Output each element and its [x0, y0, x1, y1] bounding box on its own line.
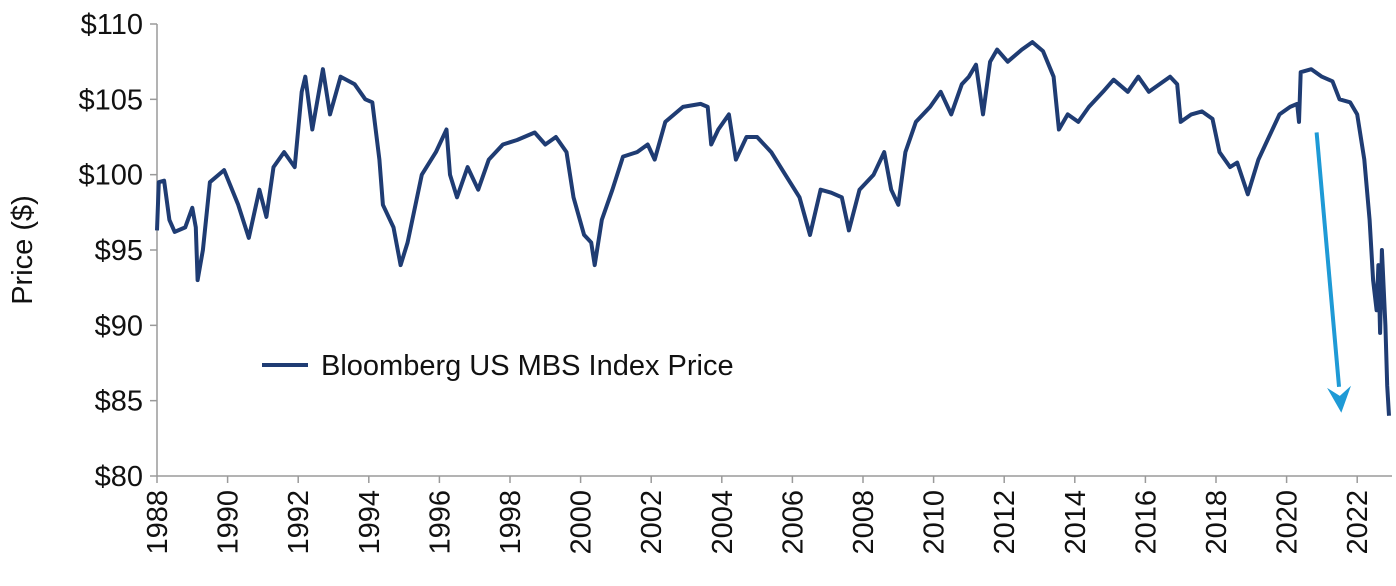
y-axis: $110 $105 $100 $95 $90 $85 $80 — [78, 9, 158, 493]
annotation-layer — [1314, 132, 1351, 413]
series-line-mbs-index-price — [155, 40, 1391, 416]
x-tick-label: 1988 — [142, 490, 174, 555]
x-tick-label: 1996 — [424, 490, 456, 555]
down-arrow-head-icon — [1327, 385, 1351, 413]
y-tick-label: $85 — [95, 386, 143, 418]
x-tick-label: 2002 — [636, 490, 668, 555]
x-tick-label: 1990 — [213, 490, 245, 555]
x-tick-label: 2016 — [1130, 490, 1162, 555]
down-arrow-shaft — [1314, 132, 1342, 387]
x-tick-label: 1998 — [495, 490, 527, 555]
legend-label: Bloomberg US MBS Index Price — [321, 350, 734, 382]
x-tick-label: 2020 — [1272, 490, 1304, 555]
legend: Bloomberg US MBS Index Price — [262, 350, 734, 382]
x-tick-label: 2000 — [566, 490, 598, 555]
y-tick-label: $90 — [95, 310, 143, 342]
y-axis-title: Price ($) — [7, 195, 39, 305]
x-tick-label: 2008 — [848, 490, 880, 555]
y-tick-label: $110 — [81, 9, 143, 41]
x-tick-label: 2022 — [1342, 490, 1374, 555]
y-tick-label: $105 — [78, 84, 143, 116]
x-tick-label: 2010 — [919, 490, 951, 555]
y-tick-label: $95 — [95, 235, 143, 267]
y-tick-label: $100 — [78, 160, 143, 192]
x-tick-label: 2006 — [777, 490, 809, 555]
series-layer — [155, 40, 1391, 416]
x-axis: 1988 1990 1992 1994 1996 1998 2000 2002 2004 2006… — [142, 475, 1392, 555]
x-tick-label: 1992 — [283, 490, 315, 555]
y-tick-label: $80 — [95, 461, 143, 493]
x-tick-label: 2018 — [1201, 490, 1233, 555]
x-tick-label: 2014 — [1060, 490, 1092, 555]
x-tick-label: 2004 — [707, 490, 739, 555]
x-tick-label: 2012 — [989, 490, 1021, 555]
x-tick-label: 1994 — [354, 490, 386, 555]
